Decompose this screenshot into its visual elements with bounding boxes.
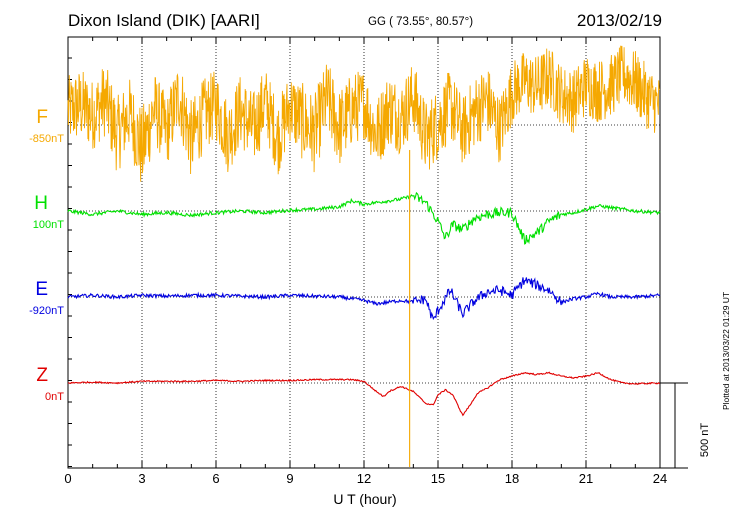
x-tick-label: 12 [357,471,371,486]
series-line-F [67,45,661,182]
date-label: 2013/02/19 [576,11,662,30]
x-tick-label: 3 [138,471,145,486]
x-tick-label: 0 [64,471,71,486]
channel-name-Z: Z [36,365,48,386]
channel-baseline-F: -850nT [29,133,64,145]
channel-baseline-Z: 0nT [45,391,64,403]
scale-bar-label: 500 nT [699,422,712,458]
station-title: Dixon Island (DIK) [AARI] [68,11,260,30]
channel-name-E: E [35,279,48,300]
coords-label: GG ( 73.55°, 80.57°) [368,16,474,28]
x-tick-label: 15 [431,471,445,486]
x-tick-label: 21 [579,471,593,486]
series-line-Z [67,371,661,417]
channel-baseline-E: -920nT [29,305,64,317]
plotted-timestamp: Plotted at 2013/03/22 01:29 UT [721,291,730,410]
channel-name-H: H [34,193,48,214]
x-tick-label: 24 [653,471,667,486]
series-line-H [67,191,661,245]
x-tick-label: 18 [505,471,519,486]
series-line-E [67,277,661,321]
channel-baseline-H: 100nT [32,219,64,231]
x-tick-label: 6 [212,471,219,486]
x-tick-label: 9 [286,471,293,486]
x-axis-label: U T (hour) [333,491,397,507]
channel-name-F: F [36,107,48,128]
